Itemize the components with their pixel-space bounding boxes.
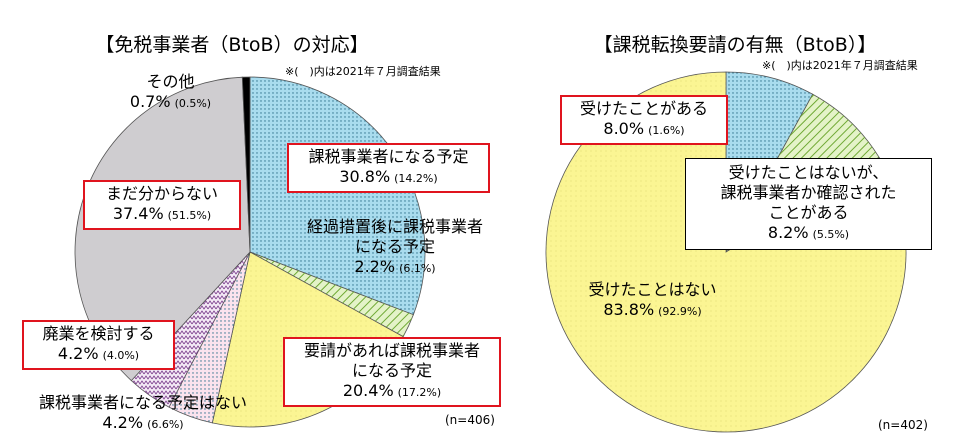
chart-title: 【免税事業者（BtoB）の対応】 (95, 34, 369, 56)
category-label: その他 (146, 72, 195, 91)
slice-label: その他 0.7% (0.5%) (118, 72, 223, 114)
value-label: 8.2% (767, 223, 809, 242)
sample-size: (n=402) (878, 418, 928, 432)
previous-value-label: (0.5%) (174, 97, 212, 110)
previous-value-label: (14.2%) (394, 172, 438, 185)
value-line: 20.4% (17.2%) (289, 381, 495, 403)
category-label: 受けたことがある (579, 99, 708, 118)
category-label: 廃業を検討する (42, 324, 155, 343)
previous-value-label: (6.1%) (399, 262, 436, 275)
category-label: 課税事業者になる予定はない (38, 393, 247, 412)
slice-label: 廃業を検討する 4.2% (4.0%) (22, 320, 175, 370)
slice-label: 経過措置後に課税事業者 になる予定 2.2% (6.1%) (285, 217, 505, 279)
slice-label: 要請があれば課税事業者 になる予定 20.4% (17.2%) (283, 337, 501, 407)
previous-value-label: (51.5%) (167, 209, 212, 222)
slice-texture (250, 252, 414, 337)
slice-label: 受けたことはない 83.8% (92.9%) (565, 280, 740, 322)
pie-slice (241, 76, 251, 253)
value-line: 0.7% (0.5%) (118, 92, 223, 114)
value-label: 4.2% (102, 413, 144, 432)
previous-value-label: (1.6%) (648, 124, 685, 137)
value-line: 4.2% (4.0%) (28, 344, 169, 366)
category-label: 受けたことはないが、 課税事業者か確認された ことがある (720, 163, 897, 222)
value-label: 8.0% (603, 119, 645, 138)
category-label: 要請があれば課税事業者 になる予定 (303, 341, 480, 380)
chart-title: 【課税転換要請の有無（BtoB）】 (593, 34, 877, 56)
category-label: 課税事業者になる予定 (308, 147, 469, 166)
slice-texture (546, 72, 906, 433)
slice-label: まだ分からない 37.4% (51.5%) (83, 180, 241, 230)
slice-label: 受けたことはないが、 課税事業者か確認された ことがある 8.2% (5.5%) (685, 158, 932, 250)
value-line: 8.0% (1.6%) (566, 119, 722, 141)
previous-value-label: (6.6%) (147, 418, 184, 431)
note: ※( )内は2021年７月調査結果 (285, 65, 441, 78)
value-label: 30.8% (339, 167, 391, 186)
previous-value-label: (92.9%) (658, 305, 702, 318)
value-line: 8.2% (5.5%) (690, 223, 927, 245)
slice-label: 受けたことがある 8.0% (1.6%) (560, 95, 728, 145)
slice-texture (169, 252, 250, 423)
value-line: 30.8% (14.2%) (293, 167, 484, 189)
value-label: 37.4% (112, 204, 164, 223)
sample-size: (n=406) (445, 413, 495, 427)
category-label: まだ分からない (105, 184, 218, 203)
category-label: 経過措置後に課税事業者 になる予定 (306, 217, 483, 256)
category-label: 受けたことはない (588, 280, 717, 299)
slice-label: 課税事業者になる予定はない 4.2% (6.6%) (18, 393, 268, 435)
previous-value-label: (17.2%) (397, 386, 442, 399)
value-label: 4.2% (57, 344, 99, 363)
value-label: 83.8% (603, 300, 655, 319)
value-line: 37.4% (51.5%) (89, 204, 235, 226)
previous-value-label: (4.0%) (102, 349, 140, 362)
value-line: 2.2% (6.1%) (285, 257, 505, 279)
value-line: 4.2% (6.6%) (18, 413, 268, 435)
note: ※( )内は2021年７月調査結果 (762, 59, 918, 72)
value-label: 0.7% (129, 92, 171, 111)
value-label: 2.2% (354, 257, 396, 276)
value-label: 20.4% (342, 381, 394, 400)
slice-label: 課税事業者になる予定 30.8% (14.2%) (287, 143, 490, 193)
value-line: 83.8% (92.9%) (565, 300, 740, 322)
slice-texture (250, 77, 425, 315)
previous-value-label: (5.5%) (812, 228, 850, 241)
